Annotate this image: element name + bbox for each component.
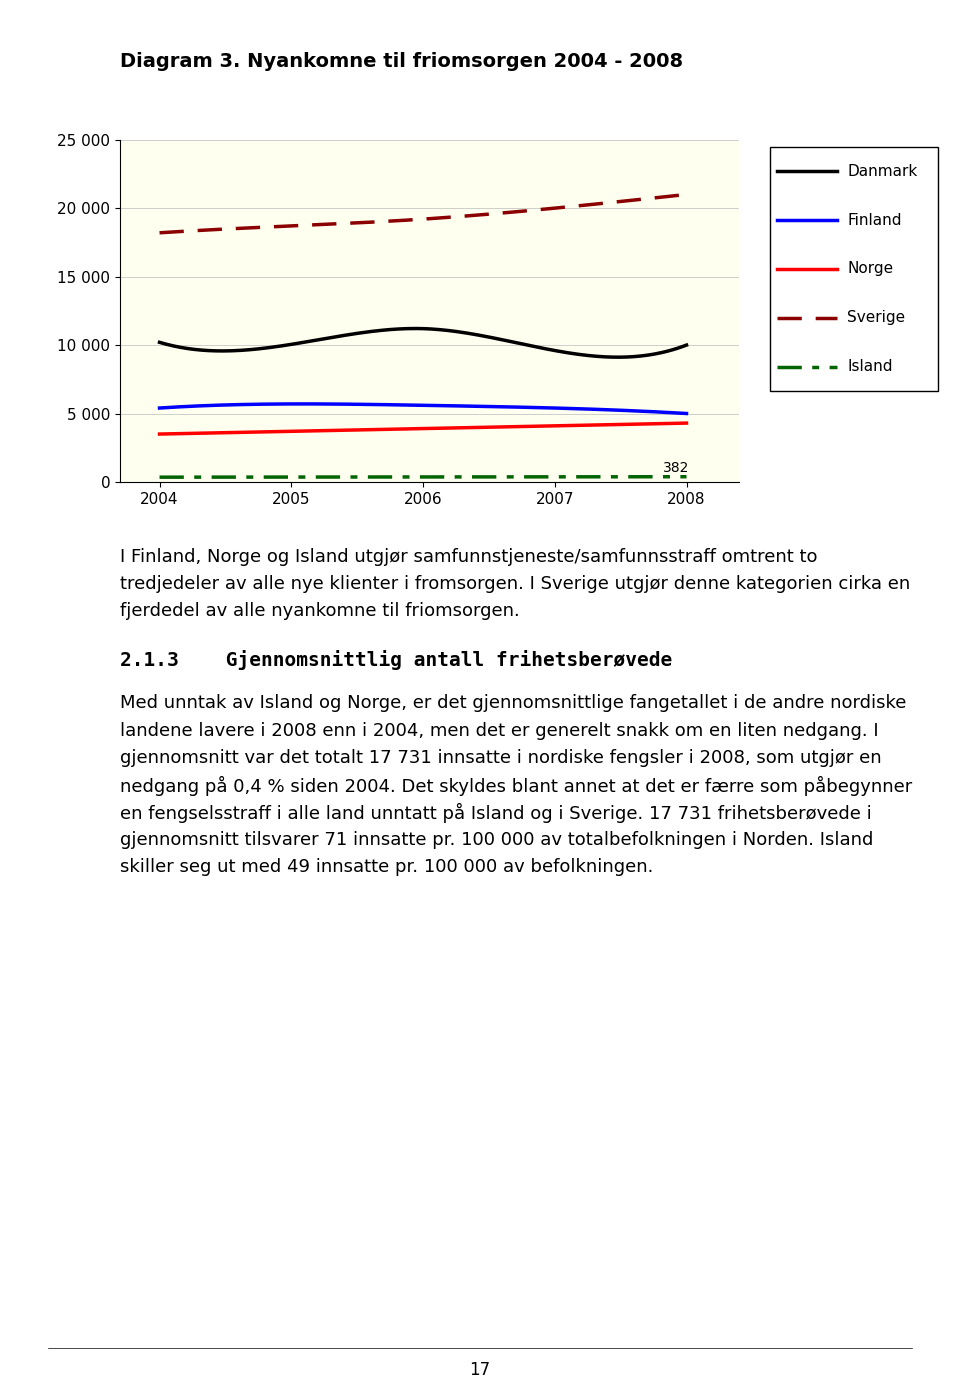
Text: skiller seg ut med 49 innsatte pr. 100 000 av befolkningen.: skiller seg ut med 49 innsatte pr. 100 0…	[120, 858, 654, 876]
Text: 2.1.3    Gjennomsnittlig antall frihetsberøvede: 2.1.3 Gjennomsnittlig antall frihetsberø…	[120, 650, 672, 669]
Text: Island: Island	[848, 359, 893, 374]
Text: landene lavere i 2008 enn i 2004, men det er generelt snakk om en liten nedgang.: landene lavere i 2008 enn i 2004, men de…	[120, 722, 878, 739]
Text: gjennomsnitt tilsvarer 71 innsatte pr. 100 000 av totalbefolkningen i Norden. Is: gjennomsnitt tilsvarer 71 innsatte pr. 1…	[120, 830, 874, 848]
Text: 382: 382	[662, 461, 689, 475]
Text: tredjedeler av alle nye klienter i fromsorgen. I Sverige utgjør denne kategorien: tredjedeler av alle nye klienter i froms…	[120, 576, 910, 592]
Text: gjennomsnitt var det totalt 17 731 innsatte i nordiske fengsler i 2008, som utgj: gjennomsnitt var det totalt 17 731 innsa…	[120, 749, 881, 767]
Text: Med unntak av Island og Norge, er det gjennomsnittlige fangetallet i de andre no: Med unntak av Island og Norge, er det gj…	[120, 694, 906, 712]
Text: Sverige: Sverige	[848, 310, 905, 326]
Text: nedgang på 0,4 % siden 2004. Det skyldes blant annet at det er færre som påbegyn: nedgang på 0,4 % siden 2004. Det skyldes…	[120, 777, 912, 796]
Text: Diagram 3. Nyankomne til friomsorgen 2004 - 2008: Diagram 3. Nyankomne til friomsorgen 200…	[120, 52, 684, 71]
Text: Norge: Norge	[848, 261, 894, 277]
Text: Danmark: Danmark	[848, 163, 918, 179]
Text: I Finland, Norge og Island utgjør samfunnstjeneste/samfunnsstraff omtrent to: I Finland, Norge og Island utgjør samfun…	[120, 548, 818, 566]
Text: Finland: Finland	[848, 212, 901, 228]
Text: en fengselsstraff i alle land unntatt på Island og i Sverige. 17 731 frihetsberø: en fengselsstraff i alle land unntatt på…	[120, 803, 872, 823]
Text: 17: 17	[469, 1361, 491, 1379]
Text: fjerdedel av alle nyankomne til friomsorgen.: fjerdedel av alle nyankomne til friomsor…	[120, 602, 519, 620]
